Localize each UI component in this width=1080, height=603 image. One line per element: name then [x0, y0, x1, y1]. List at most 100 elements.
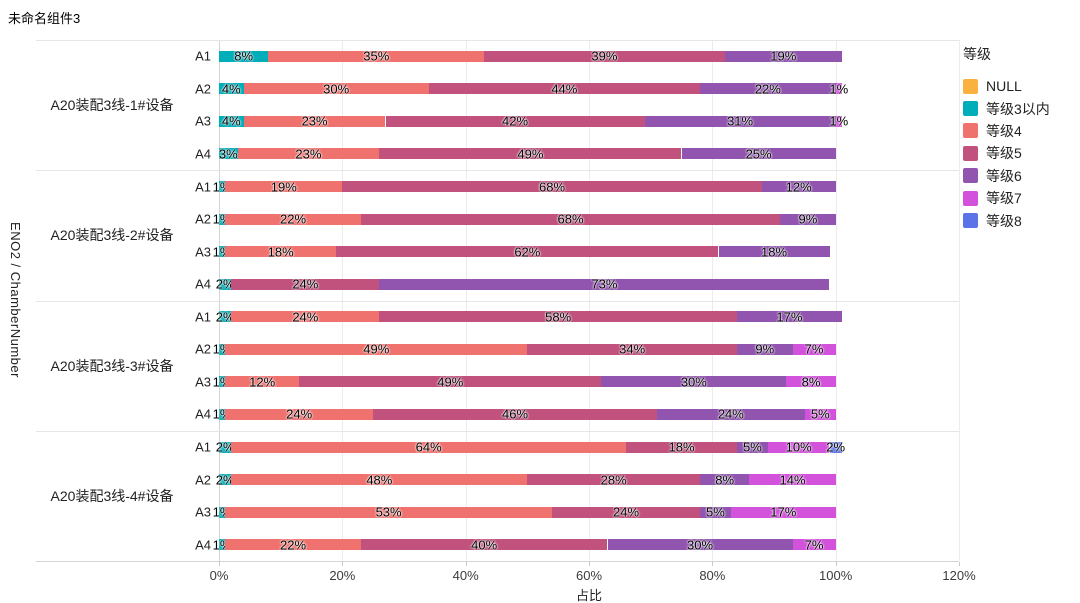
bar-segment-等级6[interactable]	[607, 539, 793, 551]
bar-segment-等级4[interactable]	[225, 506, 552, 518]
bar-segment-label: 2%	[826, 439, 846, 455]
bar-segment-等级4[interactable]	[225, 408, 374, 420]
bar-segment-等级4[interactable]	[268, 50, 485, 62]
bar-segment-等级4[interactable]	[225, 181, 343, 193]
bar-segment-label: 9%	[755, 341, 775, 357]
bar-segment-等级5[interactable]	[342, 181, 762, 193]
bar-segment-等级7[interactable]	[730, 506, 836, 518]
bar-segment-等级3以内[interactable]	[219, 50, 269, 62]
bar-segment-等级7[interactable]	[835, 83, 842, 95]
bar-segment-等级7[interactable]	[792, 539, 836, 551]
bar-segment-等级4[interactable]	[231, 441, 626, 453]
bar-segment-等级4[interactable]	[225, 376, 300, 388]
row-label: A4	[195, 537, 211, 553]
row-label: A4	[195, 146, 211, 162]
bar-segment-等级6[interactable]	[761, 181, 836, 193]
bar-segment-label: 22%	[279, 211, 307, 227]
bar-segment-等级3以内[interactable]	[219, 441, 232, 453]
bar-segment-等级6[interactable]	[724, 50, 842, 62]
bar-segment-等级5[interactable]	[626, 441, 737, 453]
bar-segment-等级5[interactable]	[552, 506, 700, 518]
row-label: A4	[195, 276, 211, 292]
bar-segment-等级3以内[interactable]	[219, 408, 226, 420]
legend-item-等级5[interactable]: 等级5	[963, 142, 1050, 164]
bar-segment-等级3以内[interactable]	[219, 278, 232, 290]
bar-segment-等级3以内[interactable]	[219, 343, 226, 355]
bar-segment-等级6[interactable]	[737, 311, 842, 323]
bar-segment-等级5[interactable]	[379, 311, 737, 323]
bar-segment-等级3以内[interactable]	[219, 539, 226, 551]
bar-segment-等级5[interactable]	[527, 343, 737, 355]
bar-segment-label: 42%	[501, 113, 529, 129]
bar-segment-等级6[interactable]	[656, 408, 805, 420]
bar-segment-等级5[interactable]	[379, 148, 682, 160]
bar-segment-等级4[interactable]	[225, 213, 361, 225]
bar-segment-等级3以内[interactable]	[219, 474, 232, 486]
bar-segment-等级3以内[interactable]	[219, 376, 226, 388]
bar-segment-等级6[interactable]	[700, 83, 836, 95]
legend-item-等级6[interactable]: 等级6	[963, 165, 1050, 187]
bar-segment-等级6[interactable]	[737, 343, 793, 355]
bar-segment-等级6[interactable]	[379, 278, 830, 290]
bar-segment-等级5[interactable]	[385, 115, 645, 127]
x-axis-line	[36, 561, 959, 562]
bar-segment-等级5[interactable]	[527, 474, 700, 486]
legend-item-NULL[interactable]: NULL	[963, 75, 1050, 97]
bar-segment-label: 62%	[514, 244, 541, 260]
bar-segment-等级7[interactable]	[767, 441, 830, 453]
bar-segment-等级7[interactable]	[835, 115, 842, 127]
bar-segment-等级6[interactable]	[700, 506, 731, 518]
bar-segment-等级7[interactable]	[792, 343, 836, 355]
bar-segment-等级6[interactable]	[718, 246, 830, 258]
bar-segment-label: 12%	[785, 179, 812, 195]
bar-segment-等级3以内[interactable]	[219, 148, 238, 160]
bar-segment-等级6[interactable]	[644, 115, 836, 127]
legend-item-等级7[interactable]: 等级7	[963, 187, 1050, 209]
row-label: A2	[195, 472, 211, 488]
bar-segment-等级3以内[interactable]	[219, 115, 244, 127]
bar-segment-等级3以内[interactable]	[219, 83, 244, 95]
bar-segment-等级6[interactable]	[780, 213, 836, 225]
bar-segment-等级5[interactable]	[484, 50, 725, 62]
bar-segment-等级4[interactable]	[225, 539, 361, 551]
bar-segment-等级5[interactable]	[360, 539, 608, 551]
bar-segment-等级7[interactable]	[786, 376, 836, 388]
bar-segment-label: 1%	[829, 81, 849, 97]
bar-segment-label: 24%	[286, 406, 313, 422]
bar-segment-等级4[interactable]	[243, 115, 386, 127]
legend-swatch-icon	[963, 101, 978, 117]
bar-segment-等级5[interactable]	[373, 408, 657, 420]
bar-segment-等级3以内[interactable]	[219, 246, 226, 258]
bar-segment-等级4[interactable]	[225, 246, 337, 258]
x-tick-label: 20%	[329, 568, 356, 583]
bar-segment-等级4[interactable]	[225, 343, 528, 355]
bar-segment-等级6[interactable]	[737, 441, 768, 453]
bar-segment-等级3以内[interactable]	[219, 506, 226, 518]
legend-item-等级4[interactable]: 等级4	[963, 120, 1050, 142]
bar-segment-等级4[interactable]	[231, 311, 380, 323]
bar-segment-等级3以内[interactable]	[219, 213, 226, 225]
bar-segment-等级3以内[interactable]	[219, 181, 226, 193]
bar-segment-等级4[interactable]	[231, 474, 528, 486]
legend-item-等级8[interactable]: 等级8	[963, 209, 1050, 231]
bar-segment-等级4[interactable]	[243, 83, 429, 95]
bar-segment-等级6[interactable]	[700, 474, 750, 486]
bar-segment-等级5[interactable]	[360, 213, 781, 225]
bar-segment-label: 4%	[221, 81, 241, 97]
bar-segment-等级4[interactable]	[237, 148, 380, 160]
bar-segment-等级6[interactable]	[681, 148, 836, 160]
bar-segment-等级5[interactable]	[428, 83, 700, 95]
legend-item-等级3以内[interactable]: 等级3以内	[963, 97, 1050, 119]
bar-segment-等级8[interactable]	[829, 441, 842, 453]
group-label: A20装配3线-3#设备	[50, 357, 174, 374]
bar-segment-等级5[interactable]	[299, 376, 602, 388]
bar-segment-等级3以内[interactable]	[219, 311, 232, 323]
bar-segment-等级7[interactable]	[804, 408, 836, 420]
bar-segment-label: 25%	[745, 146, 772, 162]
bar-segment-等级6[interactable]	[601, 376, 787, 388]
bar-segment-等级7[interactable]	[749, 474, 836, 486]
bar-segment-label: 28%	[600, 472, 627, 488]
bar-segment-等级5[interactable]	[231, 278, 380, 290]
bar-segment-等级5[interactable]	[336, 246, 719, 258]
